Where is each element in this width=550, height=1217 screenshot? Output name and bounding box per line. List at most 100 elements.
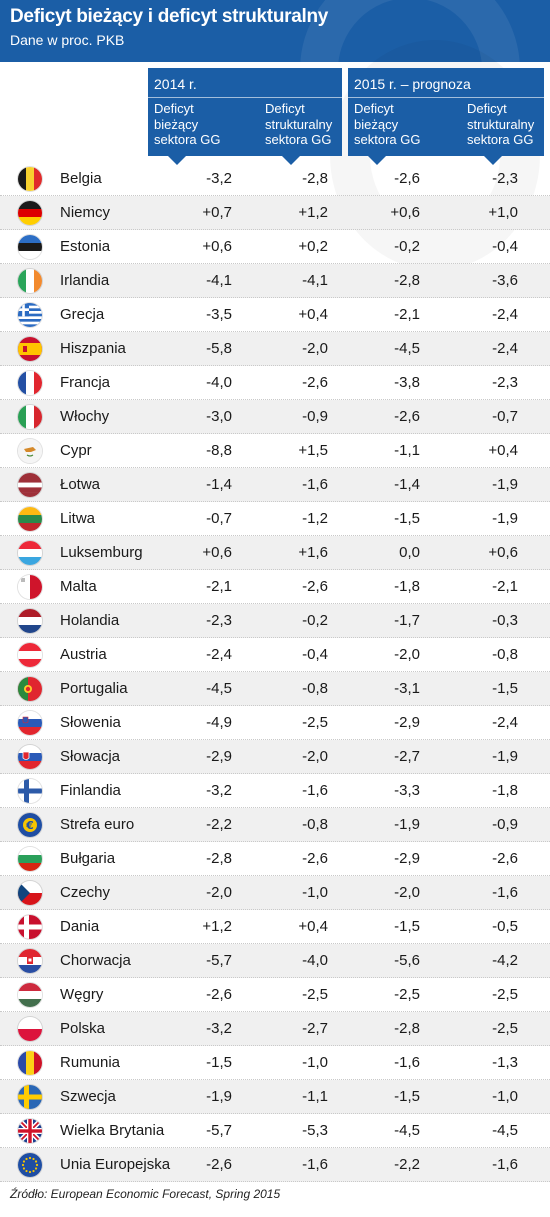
country-name: Słowacja [60,748,121,765]
value-cell: -2,5 [302,986,328,1003]
flag-icon-si [18,711,42,735]
value-cell: -1,9 [206,1088,232,1105]
table-row: Austria -2,4 -0,4 -2,0 -0,8 [0,638,550,672]
value-cell: -4,2 [492,952,518,969]
flag-icon-lv [18,473,42,497]
table-row: Hiszpania -5,8 -2,0 -4,5 -2,4 [0,332,550,366]
value-cell: -5,7 [206,952,232,969]
value-cell: -1,4 [394,476,420,493]
table-row: Słowenia -4,9 -2,5 -2,9 -2,4 [0,706,550,740]
header-line: bieżący [154,116,199,132]
column-header-current-deficit: Deficyt bieżący sektora GG [354,101,446,148]
value-cell: -2,8 [302,170,328,187]
value-cell: -5,8 [206,340,232,357]
value-cell: -2,8 [394,272,420,289]
column-header-structural-deficit: Deficyt strukturalny sektora GG [265,101,357,148]
country-name: Cypr [60,442,92,459]
value-cell: -1,5 [394,1088,420,1105]
table-row: Cypr -8,8 +1,5 -1,1 +0,4 [0,434,550,468]
value-cell: -1,5 [206,1054,232,1071]
country-name: Wielka Brytania [60,1122,165,1139]
table-row: Luksemburg +0,6 +1,6 0,0 +0,6 [0,536,550,570]
table-row: Rumunia -1,5 -1,0 -1,6 -1,3 [0,1046,550,1080]
value-cell: -0,8 [302,816,328,833]
header-line: sektora GG [467,132,534,147]
column-header-current-deficit: Deficyt bieżący sektora GG [154,101,246,148]
value-cell: -2,5 [394,986,420,1003]
value-cell: -3,2 [206,170,232,187]
header-line: strukturalny [467,116,535,132]
chart-title: Deficyt bieżący i deficyt strukturalny [10,6,329,27]
flag-icon-euro: € [18,813,42,837]
value-cell: -1,0 [302,884,328,901]
flag-icon-lt [18,507,42,531]
value-cell: -2,6 [206,1156,232,1173]
header-line: bieżący [354,116,399,132]
flag-icon-es [18,337,42,361]
value-cell: -5,6 [394,952,420,969]
header-notch [168,156,186,165]
chart-header: Deficyt bieżący i deficyt strukturalny D… [0,0,550,62]
table-row: Szwecja -1,9 -1,1 -1,5 -1,0 [0,1080,550,1114]
value-cell: -0,8 [302,680,328,697]
flag-icon-gb [18,1119,42,1143]
header-line: Deficyt [154,101,194,116]
country-name: Węgry [60,986,104,1003]
table-row: Włochy -3,0 -0,9 -2,6 -0,7 [0,400,550,434]
value-cell: -2,4 [206,646,232,663]
value-cell: -3,5 [206,306,232,323]
flag-icon-hu [18,983,42,1007]
value-cell: +1,2 [202,918,232,935]
value-cell: -1,5 [394,918,420,935]
value-cell: -1,8 [492,782,518,799]
value-cell: -0,9 [302,408,328,425]
value-cell: -2,9 [206,748,232,765]
value-cell: -2,1 [394,306,420,323]
value-cell: -0,2 [302,612,328,629]
country-name: Włochy [60,408,110,425]
value-cell: -2,7 [394,748,420,765]
value-cell: +1,2 [298,204,328,221]
country-name: Belgia [60,170,102,187]
country-name: Bułgaria [60,850,116,867]
flag-icon-pl [18,1017,42,1041]
value-cell: -2,5 [492,986,518,1003]
column-header-structural-deficit: Deficyt strukturalny sektora GG [467,101,550,148]
chart-subtitle: Dane w proc. PKB [10,32,125,48]
value-cell: -4,9 [206,714,232,731]
flag-icon-cy [18,439,42,463]
value-cell: -2,3 [492,170,518,187]
value-cell: -2,4 [492,340,518,357]
country-name: Estonia [60,238,111,255]
flag-icon-ro [18,1051,42,1075]
value-cell: -0,3 [492,612,518,629]
value-cell: +1,6 [298,544,328,561]
country-name: Irlandia [60,272,110,289]
value-cell: +0,6 [488,544,518,561]
flag-icon-it [18,405,42,429]
value-cell: -3,1 [394,680,420,697]
value-cell: -1,0 [302,1054,328,1071]
flag-icon-pt [18,677,42,701]
value-cell: -3,6 [492,272,518,289]
value-cell: -2,8 [394,1020,420,1037]
table-row: Malta -2,1 -2,6 -1,8 -2,1 [0,570,550,604]
flag-icon-gr [18,303,42,327]
country-name: Niemcy [60,204,111,221]
flag-icon-fi [18,779,42,803]
value-cell: -3,2 [206,1020,232,1037]
table-row: € Strefa euro -2,2 -0,8 -1,9 -0,9 [0,808,550,842]
country-name: Litwa [60,510,96,527]
value-cell: -2,2 [394,1156,420,1173]
flag-icon-lu [18,541,42,565]
value-cell: -2,4 [492,306,518,323]
value-cell: -2,1 [206,578,232,595]
value-cell: -2,6 [394,408,420,425]
value-cell: +0,4 [298,306,328,323]
country-name: Łotwa [60,476,101,493]
value-cell: -2,9 [394,714,420,731]
value-cell: -1,9 [492,510,518,527]
value-cell: -2,9 [394,850,420,867]
value-cell: -2,0 [394,646,420,663]
flag-icon-be [18,167,42,191]
